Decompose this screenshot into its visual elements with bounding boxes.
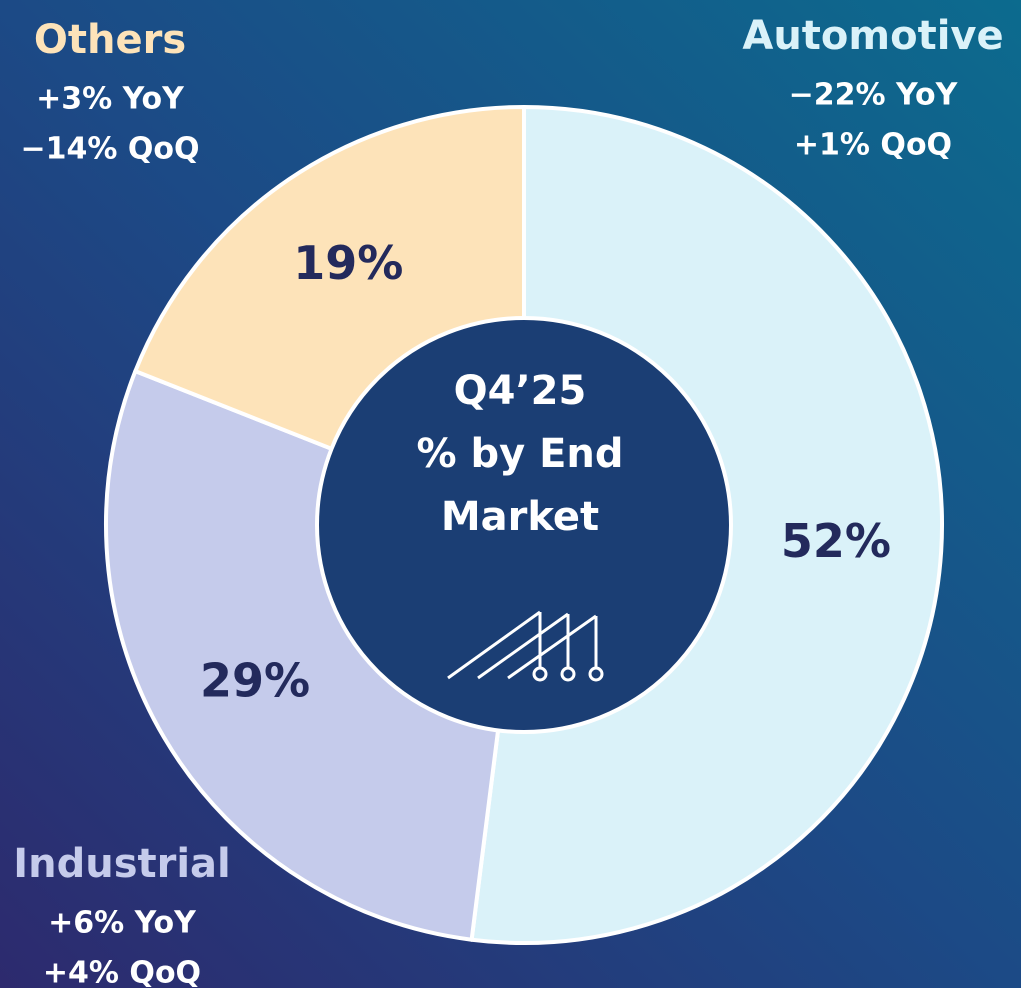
yoy-label: −22% YoY: [789, 78, 959, 113]
center-label: Market: [441, 494, 599, 540]
center-circle: [315, 316, 733, 734]
center-label: Q4’25: [454, 368, 587, 414]
labels: 52% 29% 19% Automotive −22% YoY +1% QoQ Indust…: [13, 13, 1003, 988]
value-label: 19%: [293, 236, 403, 290]
yoy-label: +6% YoY: [48, 906, 197, 941]
value-label: 29%: [200, 654, 310, 708]
qoq-label: +4% QoQ: [43, 956, 201, 988]
qoq-label: −14% QoQ: [20, 132, 199, 167]
category-label: Others: [34, 17, 186, 63]
value-label: 52%: [781, 514, 891, 568]
yoy-label: +3% YoY: [36, 82, 185, 117]
logo: [447, 610, 604, 682]
category-label: Automotive: [742, 13, 1003, 59]
category-label: Industrial: [13, 841, 231, 887]
center-label: % by End: [416, 431, 623, 477]
qoq-label: +1% QoQ: [794, 128, 952, 163]
